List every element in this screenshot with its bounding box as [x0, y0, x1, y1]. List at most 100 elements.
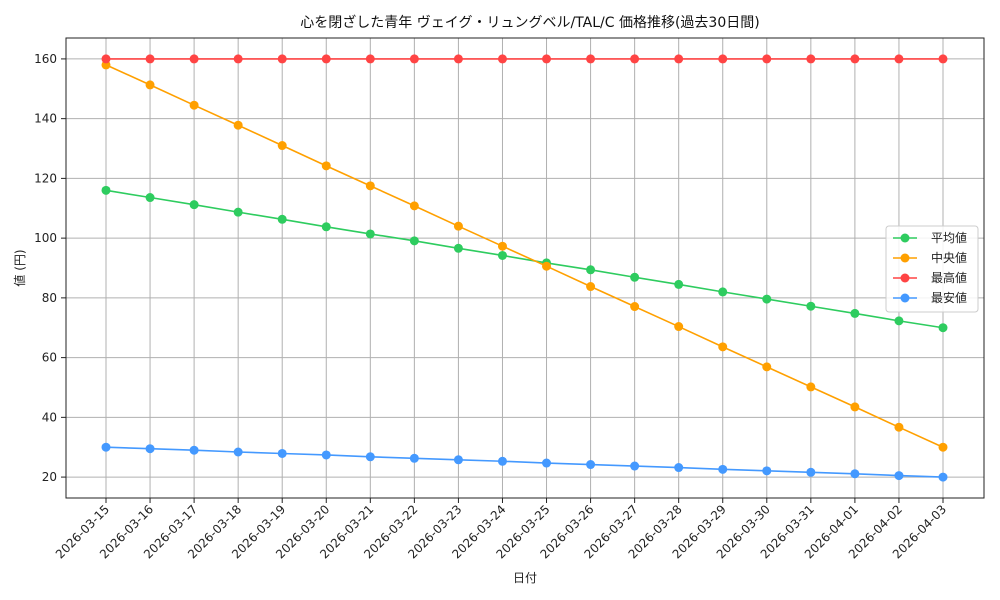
data-point — [718, 342, 728, 352]
data-point — [189, 100, 199, 110]
data-point — [277, 141, 287, 151]
data-point — [894, 471, 904, 481]
y-tick-label: 60 — [42, 351, 57, 365]
data-point — [630, 272, 640, 282]
series-3 — [101, 442, 948, 482]
data-point — [674, 322, 684, 332]
data-point — [850, 54, 860, 64]
data-point — [630, 461, 640, 471]
chart-title: 心を閉ざした青年 ヴェイグ・リュングベル/TAL/C 価格推移(過去30日間) — [300, 14, 759, 31]
data-point — [938, 323, 948, 333]
series-line — [105, 64, 944, 448]
data-point — [145, 54, 155, 64]
data-point — [189, 445, 199, 455]
data-point — [145, 80, 155, 90]
data-point — [101, 54, 111, 64]
legend-label: 中央値 — [931, 250, 967, 265]
series-1 — [101, 60, 948, 452]
data-point — [277, 448, 287, 458]
data-point — [409, 54, 419, 64]
data-point — [453, 455, 463, 465]
x-axis-title: 日付 — [513, 571, 537, 585]
data-point — [850, 402, 860, 412]
grid — [66, 38, 984, 498]
data-point — [718, 287, 728, 297]
data-point — [762, 466, 772, 476]
legend-label: 平均値 — [931, 230, 967, 245]
y-tick-label: 20 — [42, 470, 57, 484]
data-point — [586, 282, 596, 292]
data-point — [497, 250, 507, 260]
data-point — [277, 214, 287, 224]
series-line — [105, 189, 944, 329]
data-point — [189, 200, 199, 210]
series-2 — [101, 54, 948, 64]
data-point — [497, 456, 507, 466]
data-point — [938, 442, 948, 452]
data-point — [586, 54, 596, 64]
data-point — [145, 193, 155, 203]
y-tick-label: 160 — [34, 52, 57, 66]
y-tick-label: 140 — [34, 112, 57, 126]
legend-marker — [900, 273, 910, 283]
data-point — [586, 460, 596, 470]
data-point — [321, 222, 331, 232]
series-line — [105, 446, 944, 478]
data-point — [806, 54, 816, 64]
data-point — [101, 185, 111, 195]
data-point — [365, 54, 375, 64]
data-point — [409, 201, 419, 211]
data-point — [762, 54, 772, 64]
data-point — [542, 261, 552, 271]
data-point — [542, 54, 552, 64]
data-point — [586, 265, 596, 275]
series-layer — [101, 54, 948, 482]
data-point — [894, 316, 904, 326]
data-point — [762, 294, 772, 304]
data-point — [850, 308, 860, 318]
data-point — [409, 236, 419, 246]
legend-marker — [900, 293, 910, 303]
data-point — [497, 241, 507, 251]
data-point — [189, 54, 199, 64]
y-tick-label: 100 — [34, 231, 57, 245]
y-tick-label: 80 — [42, 291, 57, 305]
x-axis: 2026-03-152026-03-162026-03-172026-03-18… — [53, 498, 949, 561]
data-point — [630, 302, 640, 312]
data-point — [365, 229, 375, 239]
data-point — [321, 161, 331, 171]
legend-marker — [900, 233, 910, 243]
y-axis: 20 40 60 80 100 120 140 160 — [34, 52, 66, 484]
data-point — [453, 243, 463, 253]
data-point — [674, 463, 684, 473]
data-point — [365, 452, 375, 462]
y-axis-title: 値 (円) — [12, 249, 27, 286]
data-point — [542, 458, 552, 468]
data-point — [497, 54, 507, 64]
data-point — [718, 464, 728, 474]
legend-label: 最安値 — [931, 290, 967, 305]
data-point — [409, 453, 419, 463]
legend-label: 最高値 — [931, 270, 967, 285]
series-0 — [101, 185, 948, 333]
data-point — [850, 469, 860, 479]
data-point — [806, 382, 816, 392]
y-tick-label: 40 — [42, 410, 57, 424]
data-point — [321, 450, 331, 460]
data-point — [321, 54, 331, 64]
data-point — [277, 54, 287, 64]
data-point — [233, 54, 243, 64]
data-point — [894, 422, 904, 432]
data-point — [233, 447, 243, 457]
data-point — [718, 54, 728, 64]
data-point — [453, 54, 463, 64]
data-point — [674, 54, 684, 64]
data-point — [233, 120, 243, 130]
y-tick-label: 120 — [34, 171, 57, 185]
data-point — [894, 54, 904, 64]
plot-area-frame — [65, 37, 985, 499]
data-point — [453, 221, 463, 231]
